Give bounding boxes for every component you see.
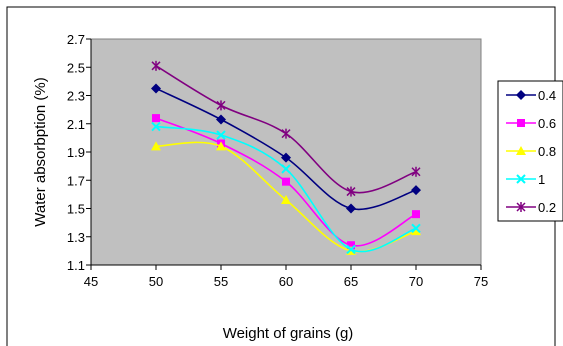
legend-marker	[516, 90, 526, 100]
y-tick-label: 2.3	[67, 89, 85, 104]
data-point	[411, 226, 421, 236]
legend-marker	[516, 146, 526, 155]
x-tick-label: 50	[149, 274, 163, 289]
x-axis: 45 50 55 60 65 70 75	[84, 264, 488, 289]
data-point	[281, 164, 291, 174]
data-point	[281, 152, 291, 163]
data-point	[281, 195, 291, 205]
y-tick-label: 1.5	[67, 202, 85, 217]
data-point	[411, 223, 421, 233]
data-point	[412, 210, 420, 219]
legend-marker	[517, 119, 525, 127]
data-point	[411, 166, 421, 177]
legend-label: 0.8	[538, 144, 556, 159]
data-point	[151, 60, 161, 71]
data-point	[282, 177, 290, 186]
data-point	[151, 141, 161, 151]
x-tick-label: 45	[84, 274, 98, 289]
data-point	[347, 241, 355, 250]
data-point	[216, 100, 226, 111]
data-point	[346, 244, 356, 255]
x-axis-label: Weight of grains (g)	[223, 325, 354, 342]
legend-item: 0.2	[506, 200, 556, 215]
legend-label: 0.4	[538, 88, 556, 103]
data-point	[152, 114, 160, 123]
data-point	[411, 185, 421, 196]
legend-marker	[516, 202, 526, 212]
data-point	[216, 141, 226, 151]
data-point	[151, 121, 161, 132]
x-tick-label: 65	[344, 274, 358, 289]
x-tick-label: 55	[214, 274, 228, 289]
legend: 0.4 0.6 0.8 1 0.2	[497, 80, 563, 222]
legend-label: 1	[538, 172, 545, 187]
legend-item: 0.6	[506, 116, 556, 131]
plot-area	[90, 38, 482, 266]
legend-item: 0.4	[506, 88, 556, 103]
x-tick-label: 75	[474, 274, 488, 289]
y-tick-label: 1.3	[67, 230, 85, 245]
x-tick-label: 60	[279, 274, 293, 289]
legend-marker	[516, 174, 526, 184]
data-point	[346, 203, 356, 214]
series-layer	[151, 60, 421, 255]
y-tick-label: 1.9	[67, 145, 85, 160]
y-tick-label: 1.1	[67, 258, 85, 273]
legend-item: 0.8	[506, 144, 556, 159]
y-tick-label: 2.1	[67, 117, 85, 132]
data-point	[151, 83, 161, 94]
legend-item: 1	[506, 172, 545, 187]
y-tick-label: 2.5	[67, 60, 85, 75]
data-point	[346, 186, 356, 197]
x-tick-label: 70	[409, 274, 423, 289]
legend-label: 0.2	[538, 200, 556, 215]
legend-label: 0.6	[538, 116, 556, 131]
y-axis: 1.1 1.3 1.5 1.7 1.9 2.1 2.3 2.5 2.7	[67, 32, 92, 273]
data-point	[216, 130, 226, 140]
y-axis-label: Water absorbption (%)	[32, 77, 49, 227]
y-tick-label: 2.7	[67, 32, 85, 47]
data-point	[281, 128, 291, 139]
data-point	[216, 114, 226, 125]
y-tick-label: 1.7	[67, 173, 85, 188]
